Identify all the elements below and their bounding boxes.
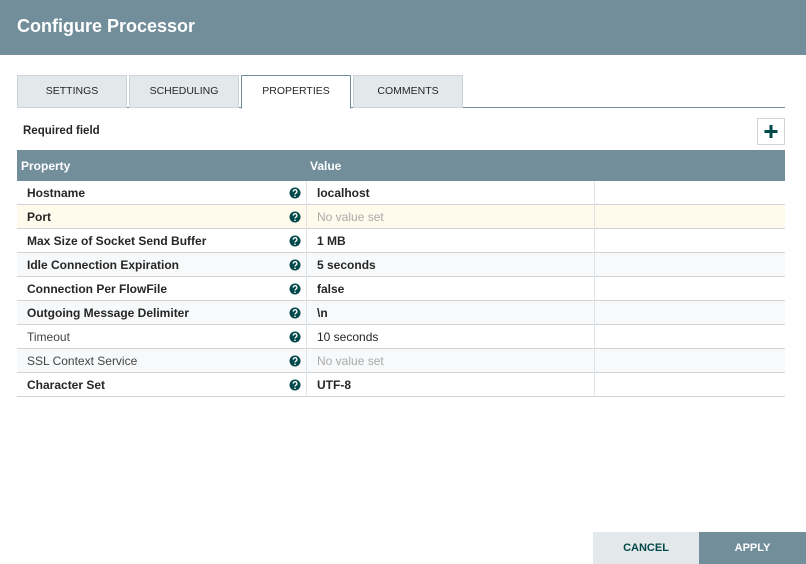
column-header: Property	[21, 159, 71, 173]
column-divider	[594, 301, 595, 325]
column-divider	[594, 205, 595, 229]
help-glyph	[289, 235, 301, 247]
table-header: Property Value	[17, 150, 785, 181]
property-name: Port	[27, 210, 51, 224]
help-glyph	[289, 331, 301, 343]
property-value: 10 seconds	[317, 330, 379, 344]
column-divider	[594, 325, 595, 349]
tab[interactable]: SCHEDULING	[129, 75, 239, 108]
help-glyph	[289, 187, 301, 199]
property-value: false	[317, 282, 345, 296]
property-value: \n	[317, 306, 328, 320]
property-name: SSL Context Service	[27, 354, 138, 368]
help-icon[interactable]	[289, 235, 301, 247]
column-divider	[306, 205, 307, 229]
tab[interactable]: COMMENTS	[353, 75, 463, 108]
required-note: Required field	[23, 125, 100, 137]
property-value: 1 MB	[317, 234, 346, 248]
column-divider	[306, 253, 307, 277]
column-divider	[594, 373, 595, 397]
property-name: Idle Connection Expiration	[27, 258, 180, 272]
help-icon[interactable]	[289, 259, 301, 271]
column-divider	[306, 373, 307, 397]
help-glyph	[289, 259, 301, 271]
header-bar	[0, 0, 806, 55]
add-property-button[interactable]	[757, 118, 785, 145]
column-divider	[306, 301, 307, 325]
property-value: UTF-8	[317, 378, 351, 392]
property-row[interactable]: Port No value set	[17, 205, 785, 229]
property-value: 5 seconds	[317, 258, 376, 272]
help-glyph	[289, 379, 301, 391]
property-name: Max Size of Socket Send Buffer	[27, 234, 207, 248]
column-divider	[594, 229, 595, 253]
column-divider	[594, 277, 595, 301]
help-icon[interactable]	[289, 283, 301, 295]
column-divider	[306, 229, 307, 253]
column-divider	[594, 181, 595, 205]
help-icon[interactable]	[289, 379, 301, 391]
property-row[interactable]: Outgoing Message Delimiter \n	[17, 301, 785, 325]
help-glyph	[289, 211, 301, 223]
column-divider	[306, 349, 307, 373]
column-divider	[594, 349, 595, 373]
property-row[interactable]: Character Set UTF-8	[17, 373, 785, 397]
plus-icon	[764, 125, 778, 138]
property-name: Outgoing Message Delimiter	[27, 306, 190, 320]
help-icon[interactable]	[289, 307, 301, 319]
property-name: Character Set	[27, 378, 106, 392]
help-glyph	[289, 355, 301, 367]
property-value: localhost	[317, 186, 370, 200]
help-icon[interactable]	[289, 187, 301, 199]
property-value: No value set	[317, 210, 384, 224]
column-divider	[306, 181, 307, 205]
tab[interactable]: SETTINGS	[17, 75, 127, 108]
tab[interactable]: PROPERTIES	[241, 75, 351, 109]
property-row[interactable]: SSL Context Service No value set	[17, 349, 785, 373]
property-row[interactable]: Timeout 10 seconds	[17, 325, 785, 349]
property-value: No value set	[317, 354, 384, 368]
column-divider	[594, 253, 595, 277]
column-divider	[306, 325, 307, 349]
property-row[interactable]: Hostname localhost	[17, 181, 785, 205]
column-divider	[306, 277, 307, 301]
property-row[interactable]: Idle Connection Expiration 5 seconds	[17, 253, 785, 277]
help-icon[interactable]	[289, 331, 301, 343]
property-name: Connection Per FlowFile	[27, 282, 168, 296]
help-icon[interactable]	[289, 211, 301, 223]
help-glyph	[289, 283, 301, 295]
cancel-button[interactable]: CANCEL	[593, 532, 699, 564]
help-icon[interactable]	[289, 355, 301, 367]
apply-button[interactable]: APPLY	[699, 532, 806, 564]
property-row[interactable]: Max Size of Socket Send Buffer 1 MB	[17, 229, 785, 253]
help-glyph	[289, 307, 301, 319]
dialog-title: Configure Processor	[17, 16, 196, 36]
property-name: Hostname	[27, 186, 86, 200]
column-header: Value	[310, 159, 342, 173]
property-name: Timeout	[27, 330, 70, 344]
property-row[interactable]: Connection Per FlowFile false	[17, 277, 785, 301]
